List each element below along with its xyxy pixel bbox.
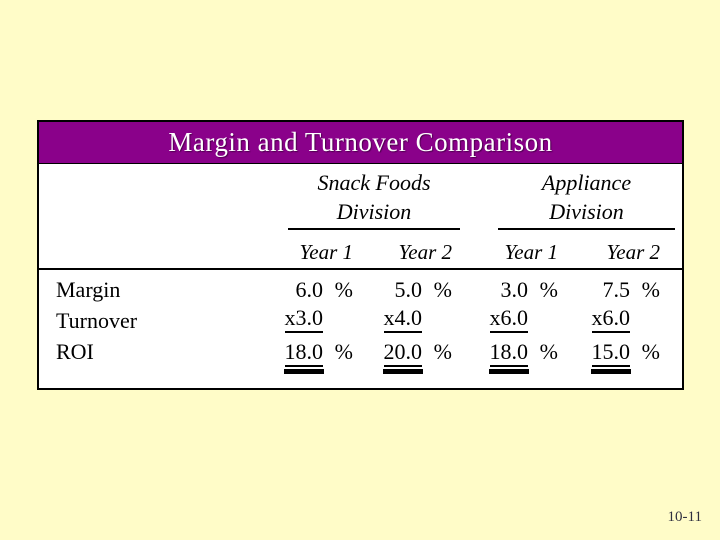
value-cell: x6.0 (436, 305, 558, 333)
value-cell: 18.0% (436, 336, 558, 374)
percent-sign: % (334, 277, 353, 302)
value-cell: x3.0 (231, 305, 353, 333)
value-number: x6.0 (489, 305, 528, 333)
value-cell: x6.0 (538, 305, 660, 333)
value-cell: 6.0% (231, 274, 354, 305)
table-title-bar: Margin and Turnover Comparison (39, 122, 682, 164)
value-number: x6.0 (591, 305, 630, 333)
value-cell: 20.0% (330, 336, 452, 374)
row-label: Margin (56, 277, 121, 302)
table-row-roi: ROI 18.0% 20.0% 18.0% 15.0% (39, 336, 682, 374)
group-name-line1: Appliance (541, 170, 632, 195)
percent-sign: % (539, 277, 558, 302)
table-row-turnover: Turnover x3.0 x4.0 x6.0 x6.0 (39, 305, 682, 336)
percent-sign: % (641, 339, 660, 364)
value-cell: 15.0% (538, 336, 660, 374)
header-divider-rule (39, 268, 682, 270)
column-group-appliance: Appliance Division (498, 168, 675, 230)
value-number: 18.0 (488, 339, 529, 374)
percent-sign: % (539, 339, 558, 364)
group-name-line2: Division (336, 199, 412, 224)
value-cell: 18.0% (231, 336, 353, 374)
year-header-4: Year 2 (606, 240, 661, 264)
year-header-1: Year 1 (299, 240, 354, 264)
table-title: Margin and Turnover Comparison (168, 127, 553, 157)
value-number: 3.0 (500, 277, 529, 302)
value-number: x4.0 (383, 305, 422, 333)
page-number: 10-11 (667, 509, 702, 525)
group-name-line2: Division (549, 199, 624, 224)
table-body: Margin 6.0% 5.0% 3.0% 7.5% Turnover x3.0… (39, 274, 682, 374)
row-label: ROI (56, 339, 94, 364)
column-group-snack-foods: Snack Foods Division (288, 168, 460, 230)
percent-sign: % (433, 277, 452, 302)
value-number: 5.0 (394, 277, 423, 302)
value-cell: x4.0 (330, 305, 452, 333)
row-label: Turnover (56, 308, 138, 333)
year-header-2: Year 2 (398, 240, 453, 264)
comparison-table: Margin and Turnover Comparison Snack Foo… (37, 120, 684, 390)
value-number: 7.5 (602, 277, 631, 302)
value-number: 6.0 (295, 277, 324, 302)
table-row-margin: Margin 6.0% 5.0% 3.0% 7.5% (39, 274, 682, 305)
value-number: 15.0 (590, 339, 631, 374)
percent-sign: % (641, 277, 660, 302)
percent-sign: % (334, 339, 353, 364)
value-number: 20.0 (382, 339, 423, 374)
value-cell: 7.5% (538, 274, 661, 305)
value-number: x3.0 (284, 305, 323, 333)
value-cell: 3.0% (436, 274, 559, 305)
group-name-line1: Snack Foods (317, 170, 431, 195)
value-number: 18.0 (283, 339, 324, 374)
year-header-3: Year 1 (504, 240, 559, 264)
percent-sign: % (433, 339, 452, 364)
value-cell: 5.0% (330, 274, 453, 305)
